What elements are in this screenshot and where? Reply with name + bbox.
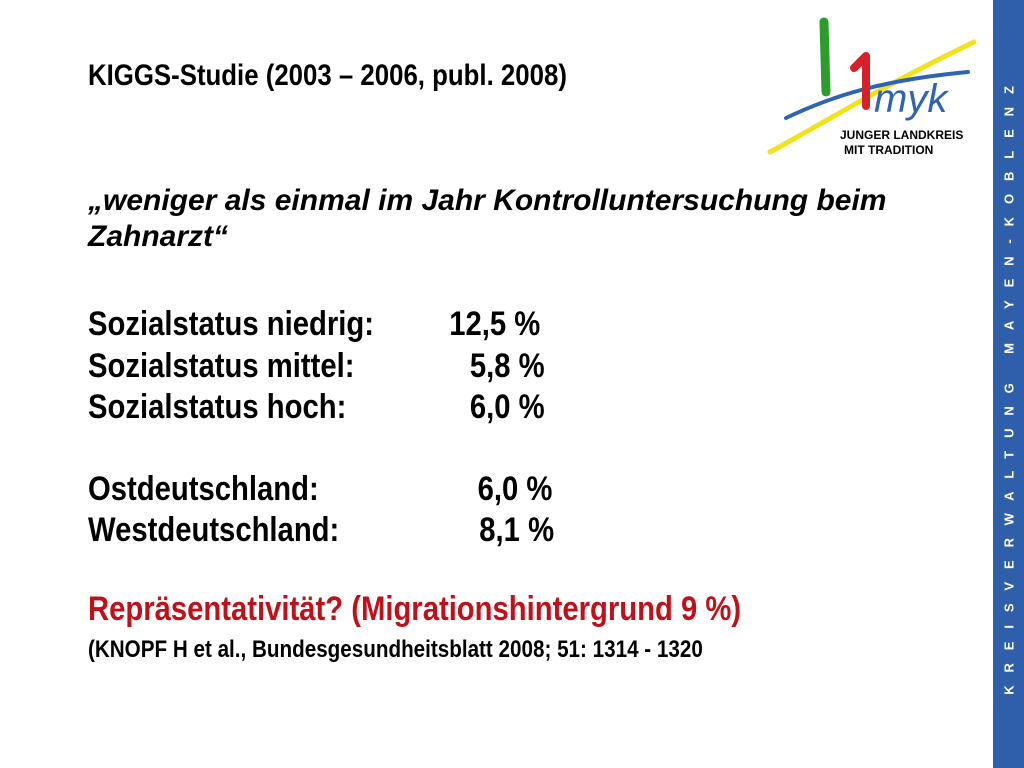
social-status-value: 5,8 % xyxy=(469,347,545,385)
representativity-note: Repräsentativität? (Migrationshintergrun… xyxy=(88,590,742,628)
logo-line-2: MIT TRADITION xyxy=(844,143,933,157)
social-status-label: Sozialstatus niedrig: xyxy=(88,305,374,343)
region-value: 6,0 % xyxy=(477,470,553,508)
logo-line-1: JUNGER LANDKREIS xyxy=(840,128,963,142)
region-label: Westdeutschland: xyxy=(88,511,340,549)
study-quote: „weniger als einmal im Jahr Kontrollunte… xyxy=(88,184,887,253)
district-logo: myk JUNGER LANDKREIS MIT TRADITION xyxy=(762,14,976,164)
citation: (KNOPF H et al., Bundesgesundheitsblatt … xyxy=(88,636,703,663)
sidebar-band: KREISVERWALTUNG MAYEN-KOBLENZ xyxy=(993,0,1024,768)
slide-title: KIGGS-Studie (2003 – 2006, publ. 2008) xyxy=(88,59,567,92)
social-status-value: 12,5 % xyxy=(449,305,541,343)
region-value: 8,1 % xyxy=(479,511,555,549)
social-status-label: Sozialstatus hoch: xyxy=(88,388,347,426)
logo-graphic: myk JUNGER LANDKREIS MIT TRADITION xyxy=(767,17,976,157)
region-label: Ostdeutschland: xyxy=(88,470,319,508)
logo-mark: myk xyxy=(874,77,949,121)
sidebar-organization-name: KREISVERWALTUNG MAYEN-KOBLENZ xyxy=(1001,73,1016,695)
social-status-value: 6,0 % xyxy=(469,388,545,426)
social-status-label: Sozialstatus mittel: xyxy=(88,347,355,385)
